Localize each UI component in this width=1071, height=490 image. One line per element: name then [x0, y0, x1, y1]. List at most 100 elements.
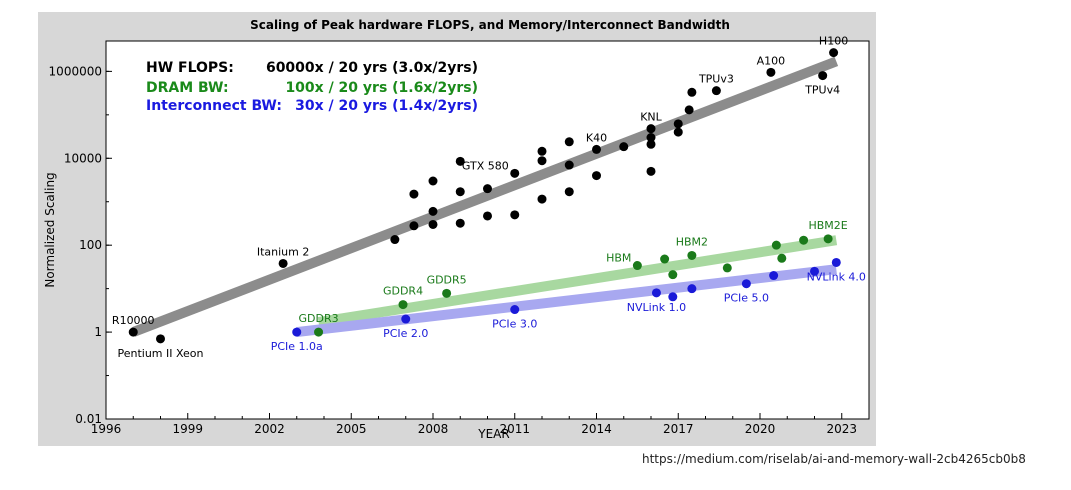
- point-hw-flops: [278, 258, 288, 268]
- x-tick-label: 1999: [172, 422, 203, 436]
- point-label-dram-bw: GDDR5: [427, 273, 467, 286]
- legend-label: HW FLOPS:: [146, 60, 234, 76]
- point-label-hw-flops: A100: [757, 54, 786, 67]
- point-label-interconnect-bw: PCIe 2.0: [383, 327, 428, 340]
- x-tick-label: 2005: [336, 422, 367, 436]
- legend-value: 100x / 20 yrs (1.6x/2yrs): [285, 80, 478, 96]
- point-hw-flops: [673, 119, 683, 129]
- point-hw-flops: [409, 189, 419, 199]
- point-hw-flops: [455, 187, 465, 197]
- point-dram-bw: [314, 327, 324, 337]
- point-label-hw-flops: TPUv4: [804, 84, 840, 97]
- y-tick-label: 1: [94, 325, 102, 339]
- point-hw-flops: [711, 86, 721, 96]
- point-label-dram-bw: GDDR3: [298, 312, 338, 325]
- y-tick-label: 1000000: [49, 64, 102, 78]
- point-label-hw-flops: TPUv3: [698, 73, 734, 86]
- point-label-hw-flops: H100: [819, 35, 848, 48]
- point-label-interconnect-bw: PCIe 5.0: [724, 292, 769, 305]
- point-interconnect-bw: [687, 284, 697, 294]
- point-dram-bw: [777, 253, 787, 263]
- point-hw-flops: [673, 127, 683, 137]
- point-hw-flops: [409, 221, 419, 231]
- point-dram-bw: [823, 234, 833, 244]
- point-hw-flops: [455, 218, 465, 228]
- x-tick-label: 2014: [581, 422, 612, 436]
- point-hw-flops: [592, 144, 601, 154]
- point-dram-bw: [771, 240, 781, 250]
- point-interconnect-bw: [810, 266, 819, 276]
- point-dram-bw: [442, 288, 452, 298]
- x-tick-label: 1996: [91, 422, 122, 436]
- point-dram-bw: [398, 300, 408, 310]
- x-tick-label: 2017: [663, 422, 694, 436]
- point-dram-bw: [799, 235, 809, 245]
- point-interconnect-bw: [668, 292, 678, 302]
- point-hw-flops: [564, 160, 574, 170]
- point-hw-flops: [455, 156, 465, 166]
- y-tick-label: 0.01: [75, 412, 102, 426]
- point-labels: R10000 Pentium II Xeon Itanium 2 GTX 580 K40…: [112, 35, 866, 360]
- legend-label: DRAM BW:: [146, 80, 229, 96]
- point-interconnect-bw: [401, 314, 411, 324]
- point-label-hw-flops: KNL: [640, 111, 662, 124]
- point-hw-flops: [537, 194, 547, 204]
- point-label-dram-bw: GDDR4: [383, 285, 423, 298]
- x-tick-label: 2008: [418, 422, 449, 436]
- point-label-dram-bw: HBM: [606, 252, 631, 265]
- legend-value: 60000x / 20 yrs (3.0x/2yrs): [266, 60, 478, 76]
- point-hw-flops: [646, 124, 656, 134]
- point-hw-flops: [619, 142, 629, 152]
- point-hw-flops: [829, 48, 839, 58]
- point-interconnect-bw: [510, 305, 520, 315]
- data-points: [128, 48, 841, 344]
- point-dram-bw: [632, 261, 642, 271]
- point-hw-flops: [684, 105, 694, 115]
- point-hw-flops: [537, 156, 547, 166]
- point-hw-flops: [818, 71, 828, 81]
- point-label-hw-flops: Pentium II Xeon: [117, 347, 203, 360]
- point-label-hw-flops: GTX 580: [462, 159, 509, 172]
- point-interconnect-bw: [769, 271, 779, 281]
- point-hw-flops: [428, 176, 438, 186]
- point-hw-flops: [564, 137, 574, 147]
- point-hw-flops: [483, 184, 492, 194]
- point-label-interconnect-bw: NVLink 1.0: [627, 301, 686, 314]
- legend: HW FLOPS: 60000x / 20 yrs (3.0x/2yrs) DRAM…: [146, 60, 478, 114]
- point-hw-flops: [646, 139, 656, 149]
- point-hw-flops: [510, 210, 520, 220]
- trendline-hw-flops: [131, 56, 839, 337]
- point-interconnect-bw: [651, 288, 661, 298]
- point-hw-flops: [766, 67, 776, 77]
- point-interconnect-bw: [831, 257, 841, 267]
- point-label-interconnect-bw: NVLink 4.0: [807, 270, 866, 283]
- point-label-dram-bw: HBM2: [676, 235, 708, 248]
- point-label-hw-flops: K40: [586, 131, 607, 144]
- point-label-hw-flops: Itanium 2: [257, 245, 310, 258]
- point-hw-flops: [564, 187, 574, 197]
- figure-frame: Scaling of Peak hardware FLOPS, and Memo…: [38, 12, 876, 446]
- point-dram-bw: [660, 254, 670, 264]
- plot-area: [105, 40, 870, 420]
- point-hw-flops: [687, 87, 697, 97]
- point-label-hw-flops: R10000: [112, 314, 155, 327]
- point-hw-flops: [646, 133, 656, 143]
- point-hw-flops: [483, 211, 492, 221]
- point-hw-flops: [646, 166, 656, 176]
- point-hw-flops: [390, 235, 400, 245]
- point-interconnect-bw: [292, 327, 302, 337]
- x-tick-label: 2011: [499, 422, 530, 436]
- legend-label: Interconnect BW:: [146, 98, 282, 114]
- x-tick-label: 2023: [826, 422, 857, 436]
- point-hw-flops: [428, 219, 438, 229]
- x-tick-label: 2020: [745, 422, 776, 436]
- point-label-interconnect-bw: PCIe 3.0: [492, 318, 537, 331]
- chart-title: Scaling of Peak hardware FLOPS, and Memo…: [250, 18, 730, 32]
- point-hw-flops: [128, 327, 138, 337]
- point-interconnect-bw: [741, 279, 751, 289]
- point-hw-flops: [537, 146, 547, 156]
- source-url: https://medium.com/riselab/ai-and-memory…: [642, 452, 1026, 466]
- point-hw-flops: [592, 171, 601, 181]
- chart: Scaling of Peak hardware FLOPS, and Memo…: [43, 18, 870, 441]
- point-hw-flops: [428, 206, 438, 216]
